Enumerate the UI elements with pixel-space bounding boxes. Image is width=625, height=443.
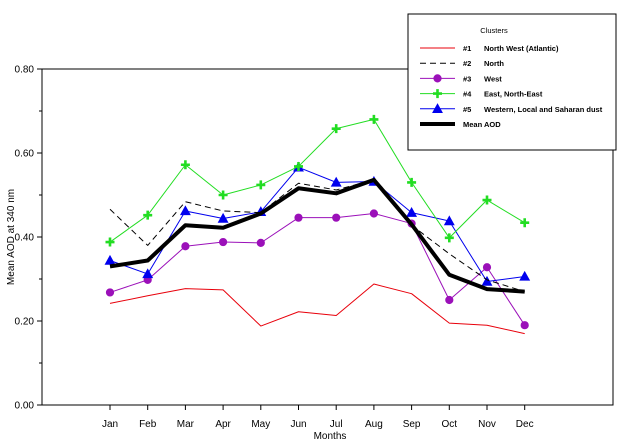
series-5 (104, 161, 531, 286)
legend-entry: #5 Western, Local and Saharan dust (420, 103, 603, 114)
data-point (369, 209, 378, 218)
data-point (332, 213, 341, 222)
y-tick-label: 0.80 (15, 65, 35, 76)
legend-label: West (484, 74, 502, 83)
legend-title: Clusters (480, 26, 508, 35)
x-tick-label: May (251, 419, 270, 430)
data-point (481, 275, 493, 286)
legend-id: #3 (463, 74, 471, 83)
data-point (445, 295, 454, 305)
legend-box (407, 13, 617, 151)
data-point (407, 177, 417, 187)
x-tick-label: Mar (177, 419, 195, 430)
x-tick-label: Aug (365, 419, 383, 430)
data-point (142, 268, 154, 279)
y-tick-label: 0.00 (15, 401, 35, 412)
x-tick-label: Nov (478, 419, 496, 430)
legend-id: #1 (463, 44, 471, 53)
data-point (294, 161, 303, 171)
data-point (294, 213, 303, 222)
y-tick-label: 0.40 (15, 233, 35, 244)
data-point (180, 160, 190, 170)
data-point (105, 288, 115, 297)
series-6 (109, 177, 525, 294)
data-point (519, 270, 531, 281)
data-point (482, 263, 492, 272)
legend-entry: #2 North (420, 59, 504, 68)
data-point (218, 190, 228, 200)
data-point (143, 210, 153, 220)
x-tick-label: Apr (215, 419, 231, 430)
x-tick-label: Sep (403, 419, 421, 430)
data-point (256, 180, 266, 190)
legend-entry: #4 East, North-East (420, 89, 543, 99)
series-line (109, 283, 525, 335)
data-point (444, 233, 454, 243)
data-point (330, 176, 342, 187)
legend-marker (433, 74, 442, 83)
y-tick-label: 0.60 (15, 149, 35, 160)
x-tick-label: Feb (139, 419, 157, 430)
data-point (219, 237, 228, 247)
data-point (104, 254, 116, 265)
series-line (109, 177, 525, 294)
data-point (256, 238, 265, 247)
legend-label: Mean AOD (463, 120, 501, 129)
legend-label: Western, Local and Saharan dust (484, 105, 603, 114)
data-point (331, 124, 341, 134)
data-point (443, 215, 455, 226)
series-line (109, 212, 526, 326)
legend-label: East, North-East (484, 90, 543, 99)
data-point (369, 114, 379, 124)
data-point (179, 205, 191, 216)
x-axis: Jan Feb Mar Apr May Jun Jul Aug Sep Oct Nov Dec (102, 405, 534, 430)
legend-id: #4 (463, 90, 472, 99)
legend-id: #2 (463, 59, 471, 68)
series-layer (104, 114, 531, 335)
legend-id: #5 (463, 105, 471, 114)
x-tick-label: Dec (516, 419, 534, 430)
series-1 (109, 283, 525, 335)
data-point (105, 237, 115, 247)
series-3 (105, 209, 529, 330)
data-point (482, 195, 492, 205)
legend-label: North West (Atlantic) (484, 44, 559, 53)
data-point (181, 242, 190, 251)
series-line (109, 179, 525, 293)
legend-marker (432, 103, 443, 113)
x-tick-label: Oct (442, 419, 458, 430)
x-tick-label: Jun (290, 419, 306, 430)
x-axis-title: Months (314, 431, 347, 442)
data-point (217, 212, 229, 223)
y-axis-title: Mean AOD at 340 nm (6, 189, 17, 285)
x-tick-label: Jan (102, 419, 118, 430)
y-axis: 0.00 0.20 0.40 0.60 0.80 (15, 65, 42, 412)
legend-marker (433, 89, 442, 99)
series-4 (105, 114, 530, 247)
legend-label: North (484, 59, 504, 68)
x-tick-label: Jul (330, 419, 343, 430)
data-point (520, 321, 529, 330)
series-2 (109, 179, 525, 293)
y-tick-label: 0.20 (15, 317, 35, 328)
legend: Clusters #1 North West (Atlantic)#2 North#… (407, 13, 617, 151)
legend-entry: #1 North West (Atlantic) (420, 44, 559, 53)
data-point (406, 207, 418, 217)
legend-entry: Mean AOD (420, 120, 501, 129)
data-point (520, 218, 530, 228)
legend-entry: #3 West (420, 74, 502, 83)
series-line (109, 118, 525, 243)
